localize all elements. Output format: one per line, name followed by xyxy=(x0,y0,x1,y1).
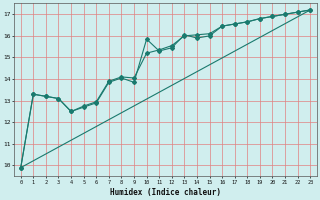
X-axis label: Humidex (Indice chaleur): Humidex (Indice chaleur) xyxy=(110,188,221,197)
